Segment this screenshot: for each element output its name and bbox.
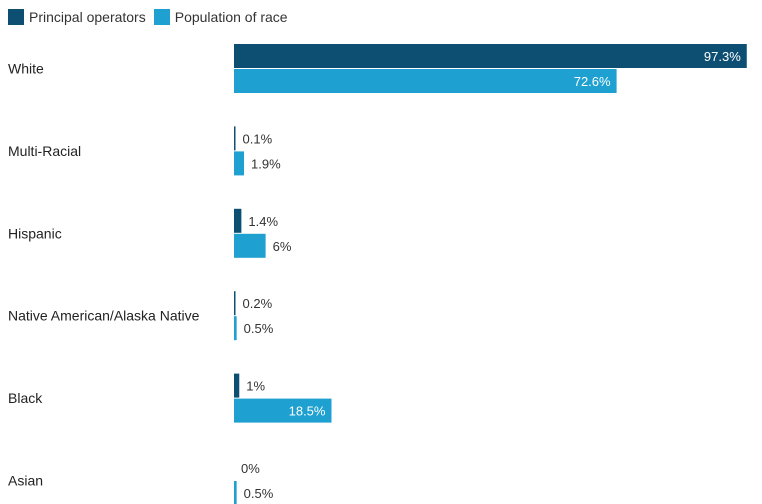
data-label-population-of-race-hispanic: 6%: [273, 239, 292, 254]
data-label-population-of-race-native-american-alaska-native: 0.5%: [244, 321, 274, 336]
bar-population-of-race-native-american-alaska-native[interactable]: [234, 316, 237, 341]
bar-population-of-race-white[interactable]: [234, 69, 617, 93]
bar-population-of-race-black[interactable]: [234, 398, 332, 423]
category-label-multi-racial: Multi-Racial: [8, 143, 81, 159]
category-label-black: Black: [8, 390, 43, 406]
bar-principal-operators-native-american-alaska-native[interactable]: [234, 291, 236, 316]
data-label-principal-operators-hispanic: 1.4%: [248, 214, 278, 229]
bar-principal-operators-white[interactable]: [234, 44, 747, 68]
bar-principal-operators-black[interactable]: [234, 373, 240, 398]
legend-label-population-of-race: Population of race: [174, 9, 288, 25]
legend-item-principal-operators[interactable]: Principal operators: [8, 9, 146, 25]
bar-principal-operators-multi-racial[interactable]: [234, 126, 236, 151]
legend-swatch-principal-operators: [8, 9, 24, 25]
data-label-population-of-race-white: 72.6%: [574, 74, 611, 89]
data-label-principal-operators-asian: 0%: [241, 461, 260, 476]
bar-population-of-race-asian[interactable]: [234, 481, 237, 504]
category-label-hispanic: Hispanic: [8, 225, 62, 241]
category-label-asian: Asian: [8, 473, 43, 489]
data-label-population-of-race-multi-racial: 1.9%: [251, 156, 281, 171]
legend-swatch-population-of-race: [153, 9, 170, 25]
data-label-population-of-race-asian: 0.5%: [244, 486, 274, 501]
legend: Principal operators Population of race: [8, 9, 296, 25]
bar-population-of-race-hispanic[interactable]: [234, 233, 266, 258]
data-label-principal-operators-black: 1%: [246, 379, 265, 394]
legend-label-principal-operators: Principal operators: [29, 9, 146, 25]
data-label-principal-operators-multi-racial: 0.1%: [243, 131, 273, 146]
legend-item-population-of-race[interactable]: Population of race: [153, 9, 288, 25]
data-label-principal-operators-white: 97.3%: [704, 49, 741, 64]
bar-principal-operators-hispanic[interactable]: [234, 208, 242, 233]
category-label-native-american-alaska-native: Native American/Alaska Native: [8, 308, 200, 324]
category-label-white: White: [8, 61, 44, 77]
data-label-population-of-race-black: 18.5%: [289, 404, 326, 419]
bar-population-of-race-multi-racial[interactable]: [234, 151, 245, 176]
data-label-principal-operators-native-american-alaska-native: 0.2%: [243, 296, 273, 311]
